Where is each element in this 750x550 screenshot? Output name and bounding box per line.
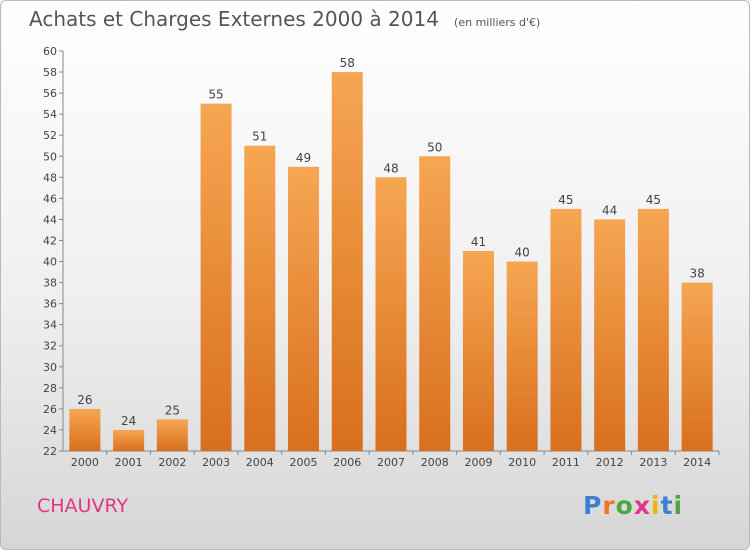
data-label-2001: 24 bbox=[121, 414, 136, 428]
y-tick-label: 40 bbox=[43, 256, 57, 269]
data-label-2009: 41 bbox=[471, 235, 486, 249]
data-label-2007: 48 bbox=[383, 161, 398, 175]
x-tick-label-2011: 2011 bbox=[552, 456, 580, 469]
bar-2000 bbox=[69, 408, 101, 451]
data-label-2003: 55 bbox=[208, 88, 223, 102]
data-label-2012: 44 bbox=[602, 203, 617, 217]
title-unit: (en milliers d'€) bbox=[454, 16, 541, 29]
bar-2007 bbox=[375, 177, 407, 451]
title-main: Achats et Charges Externes 2000 à 2014 bbox=[29, 7, 439, 31]
bar-2011 bbox=[550, 208, 582, 451]
y-tick-label: 30 bbox=[43, 361, 57, 374]
data-label-2000: 26 bbox=[77, 393, 92, 407]
data-label-2006: 58 bbox=[340, 56, 355, 70]
bar-2012 bbox=[594, 219, 626, 451]
x-tick-label-2012: 2012 bbox=[596, 456, 624, 469]
y-tick-label: 38 bbox=[43, 277, 57, 290]
y-tick-label: 24 bbox=[43, 424, 57, 437]
y-tick-label: 36 bbox=[43, 298, 57, 311]
x-tick-label-2008: 2008 bbox=[421, 456, 449, 469]
y-tick-label: 46 bbox=[43, 192, 57, 205]
bar-2010 bbox=[506, 261, 538, 451]
y-tick-label: 22 bbox=[43, 445, 57, 458]
data-label-2014: 38 bbox=[689, 267, 704, 281]
x-tick-label-2004: 2004 bbox=[246, 456, 274, 469]
logo-letter: o bbox=[615, 491, 634, 520]
proxiti-logo[interactable]: Proxiti bbox=[583, 491, 683, 520]
x-tick-label-2000: 2000 bbox=[71, 456, 99, 469]
y-tick-label: 60 bbox=[43, 45, 57, 58]
data-label-2004: 51 bbox=[252, 130, 267, 144]
x-tick-label-2001: 2001 bbox=[115, 456, 143, 469]
y-tick-label: 42 bbox=[43, 234, 57, 247]
y-tick-label: 44 bbox=[43, 213, 57, 226]
y-tick-label: 34 bbox=[43, 319, 57, 332]
x-tick-label-2010: 2010 bbox=[508, 456, 536, 469]
bar-2008 bbox=[419, 156, 451, 451]
logo-letter: i bbox=[673, 491, 684, 520]
x-tick-label-2013: 2013 bbox=[639, 456, 667, 469]
x-tick-label-2003: 2003 bbox=[202, 456, 230, 469]
bar-2013 bbox=[637, 208, 669, 451]
data-label-2011: 45 bbox=[558, 193, 573, 207]
bar-2014 bbox=[681, 282, 713, 451]
chart-title: Achats et Charges Externes 2000 à 2014 (… bbox=[29, 7, 540, 31]
x-tick-label-2002: 2002 bbox=[158, 456, 186, 469]
bar-2005 bbox=[288, 166, 320, 451]
bar-2003 bbox=[200, 103, 232, 451]
y-tick-label: 52 bbox=[43, 129, 57, 142]
y-tick-label: 48 bbox=[43, 171, 57, 184]
logo-letter: P bbox=[583, 491, 603, 520]
x-tick-label-2014: 2014 bbox=[683, 456, 711, 469]
data-label-2013: 45 bbox=[646, 193, 661, 207]
y-tick-label: 28 bbox=[43, 382, 57, 395]
y-tick-label: 54 bbox=[43, 108, 57, 121]
y-tick-label: 32 bbox=[43, 340, 57, 353]
data-label-2010: 40 bbox=[515, 246, 530, 260]
logo-letter: x bbox=[633, 491, 651, 520]
bar-2004 bbox=[244, 145, 276, 451]
x-tick-label-2005: 2005 bbox=[290, 456, 318, 469]
commune-name: CHAUVRY bbox=[37, 495, 129, 517]
bar-2002 bbox=[156, 419, 188, 451]
bar-2009 bbox=[462, 251, 494, 451]
bar-2001 bbox=[113, 429, 145, 451]
data-label-2002: 25 bbox=[165, 403, 180, 417]
y-tick-label: 58 bbox=[43, 66, 57, 79]
data-label-2008: 50 bbox=[427, 140, 442, 154]
x-tick-label-2007: 2007 bbox=[377, 456, 405, 469]
logo-letter: r bbox=[602, 491, 616, 520]
data-label-2005: 49 bbox=[296, 151, 311, 165]
y-tick-label: 50 bbox=[43, 150, 57, 163]
logo-letter: t bbox=[660, 491, 674, 520]
y-tick-label: 26 bbox=[43, 403, 57, 416]
x-tick-label-2009: 2009 bbox=[464, 456, 492, 469]
bar-2006 bbox=[331, 72, 363, 451]
y-tick-label: 56 bbox=[43, 87, 57, 100]
x-tick-label-2006: 2006 bbox=[333, 456, 361, 469]
logo-letter: i bbox=[651, 491, 661, 520]
